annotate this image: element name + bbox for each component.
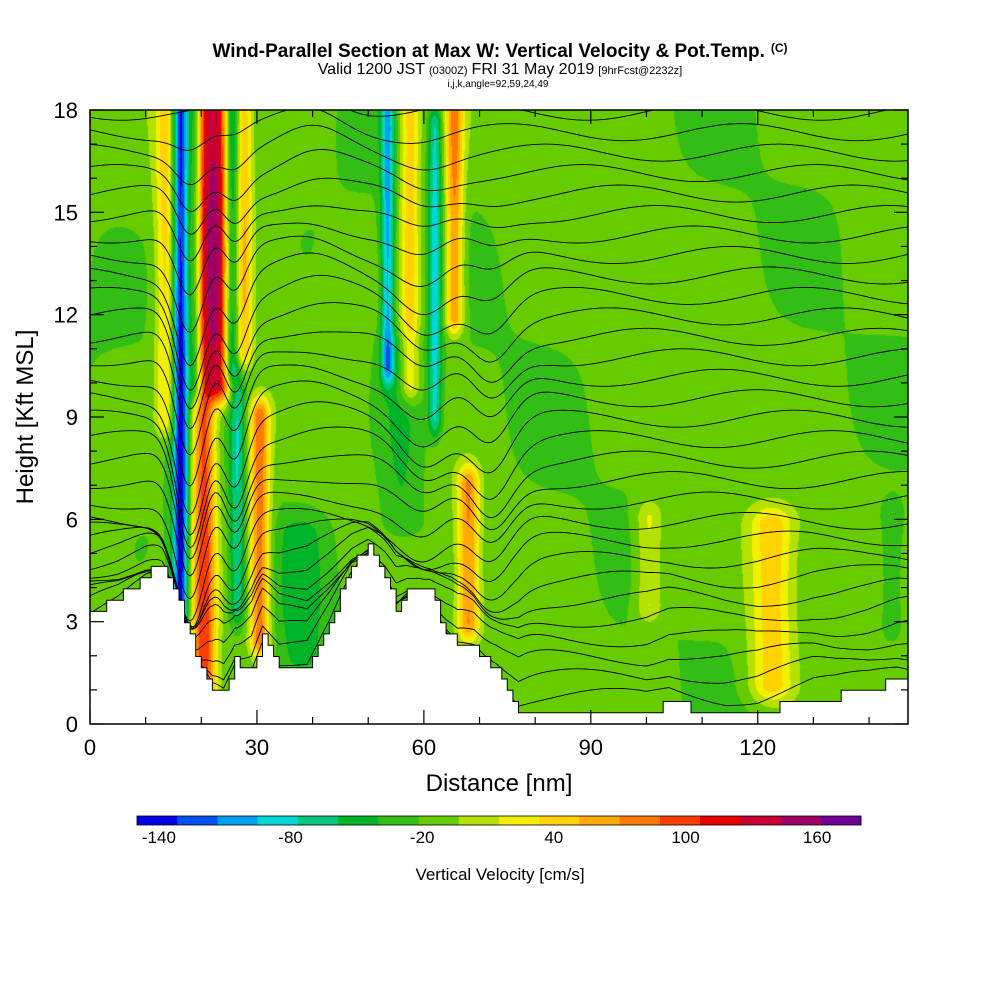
y-tick-label: 3 bbox=[66, 610, 78, 635]
colorbar-swatch bbox=[458, 816, 500, 825]
x-axis-label: Distance [nm] bbox=[426, 770, 573, 797]
theta-contour-line bbox=[90, 327, 908, 430]
theta-contour-line bbox=[90, 491, 908, 600]
x-tick-label: 0 bbox=[84, 735, 96, 760]
colorbar-tick-label: -20 bbox=[410, 828, 435, 847]
colorbar-swatch bbox=[177, 816, 218, 825]
colorbar-swatch bbox=[217, 816, 259, 825]
theta-contour-line bbox=[90, 554, 908, 651]
theta-contour-line bbox=[90, 364, 908, 487]
theta-contour-line bbox=[90, 252, 908, 367]
y-tick-label: 15 bbox=[54, 200, 78, 225]
colorbar-swatch bbox=[297, 816, 339, 825]
theta-contour-line bbox=[90, 527, 908, 628]
colorbar-frame bbox=[136, 815, 862, 826]
theta-contour-line bbox=[90, 552, 908, 667]
theta-contour-line bbox=[90, 302, 908, 410]
theta-contour-line bbox=[90, 235, 908, 333]
colorbar-swatch bbox=[619, 816, 661, 825]
y-axis: 0 3 6 9 12 15 18 bbox=[54, 98, 908, 737]
theta-contour-line bbox=[90, 274, 908, 391]
colorbar-swatch bbox=[257, 816, 299, 825]
colorbar-tick-label: -80 bbox=[278, 828, 303, 847]
colorbar-swatch bbox=[499, 816, 540, 825]
colorbar-tick-label: 100 bbox=[671, 828, 699, 847]
colorbar-swatch bbox=[378, 816, 419, 825]
plot-area: 0 30 60 90 120 0 3 6 9 12 15 18 bbox=[54, 98, 909, 760]
colorbar-title: Vertical Velocity [cm/s] bbox=[415, 865, 584, 884]
x-tick-label: 120 bbox=[739, 735, 776, 760]
theta-contour-line bbox=[90, 518, 908, 630]
theta-contour-line bbox=[90, 380, 908, 516]
theta-contour-line bbox=[90, 124, 908, 186]
theta-contour-line bbox=[90, 548, 908, 684]
colorbar-swatch bbox=[700, 816, 741, 825]
theta-contour-line bbox=[90, 507, 908, 622]
chart-indices: i,j,k,angle=92,59,24,49 bbox=[448, 79, 549, 90]
theta-contour-line bbox=[90, 521, 908, 630]
terrain bbox=[90, 543, 908, 724]
y-tick-label: 12 bbox=[54, 303, 78, 328]
x-tick-label: 90 bbox=[579, 735, 603, 760]
x-tick-label: 60 bbox=[412, 735, 436, 760]
y-tick-label: 0 bbox=[66, 712, 78, 737]
theta-contours bbox=[90, 110, 908, 707]
x-axis: 0 30 60 90 120 bbox=[84, 110, 870, 760]
velocity-field bbox=[90, 110, 908, 724]
theta-contour-line bbox=[90, 222, 908, 296]
colorbar-swatch bbox=[740, 816, 781, 825]
colorbar-tick-label: 160 bbox=[803, 828, 831, 847]
theta-contour-line bbox=[90, 550, 908, 638]
y-tick-label: 9 bbox=[66, 405, 78, 430]
title-main: Wind-Parallel Section at Max W: Vertical… bbox=[213, 41, 765, 62]
colorbar-swatch bbox=[338, 816, 379, 825]
colorbar: -140 -80 -20 40 100 160 bbox=[136, 815, 862, 847]
theta-contour-line bbox=[90, 426, 908, 549]
colorbar-swatch bbox=[539, 816, 580, 825]
y-axis-label: Height [Kft MSL] bbox=[12, 330, 39, 505]
colorbar-swatch bbox=[820, 816, 862, 825]
theta-contour-line bbox=[90, 348, 908, 456]
theta-contour-line bbox=[90, 205, 908, 262]
theta-contour-line bbox=[90, 401, 908, 536]
theta-contour-line bbox=[90, 538, 908, 629]
colorbar-swatch bbox=[137, 816, 178, 825]
chart-title: Wind-Parallel Section at Max W: Vertical… bbox=[213, 41, 788, 62]
colorbar-tick-label: 40 bbox=[544, 828, 563, 847]
theta-contour-line bbox=[90, 149, 908, 212]
colorbar-swatch bbox=[659, 816, 701, 825]
chart-subtitle: Valid 1200 JST (0300Z) FRI 31 May 2019 [9hr… bbox=[318, 61, 683, 78]
theta-contour-line bbox=[90, 177, 908, 235]
colorbar-swatch bbox=[418, 816, 460, 825]
theta-contour-line bbox=[90, 110, 908, 151]
y-tick-label: 6 bbox=[66, 507, 78, 532]
title-copyright: (C) bbox=[771, 41, 788, 55]
colorbar-tick-label: -140 bbox=[142, 828, 176, 847]
colorbar-swatch bbox=[579, 816, 621, 825]
theta-contour-line bbox=[90, 450, 908, 560]
theta-contour-line bbox=[90, 471, 908, 577]
y-tick-label: 18 bbox=[54, 98, 78, 123]
colorbar-swatch bbox=[780, 816, 822, 825]
theta-contour-line bbox=[90, 110, 889, 121]
x-tick-label: 30 bbox=[245, 735, 269, 760]
